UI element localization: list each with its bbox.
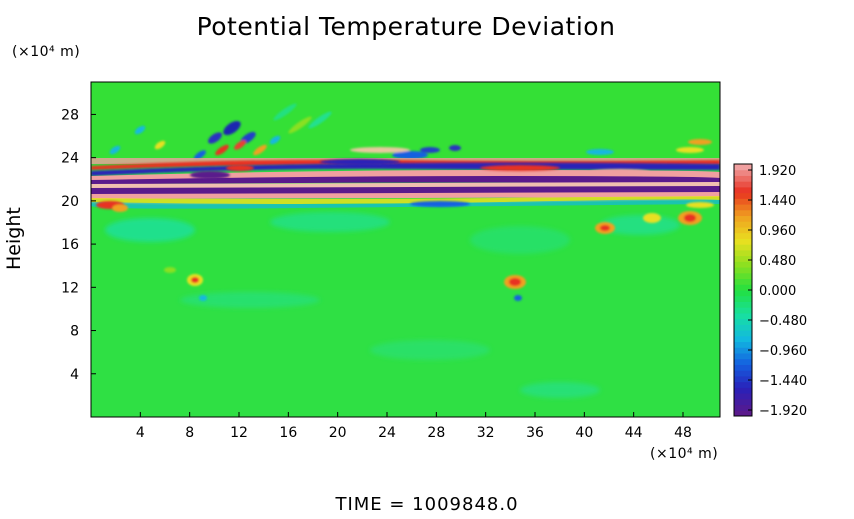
y-tick-label: 12	[61, 280, 79, 296]
colorbar-swatch	[734, 261, 752, 268]
colorbar-label: 1.440	[759, 194, 796, 209]
colorbar-label: 0.480	[759, 254, 796, 269]
colorbar-swatch	[734, 209, 752, 217]
y-tick-label: 8	[70, 324, 79, 340]
colorbar-label: −1.920	[759, 404, 807, 419]
x-tick-label: 36	[526, 425, 544, 441]
colorbar-swatch	[734, 290, 752, 297]
colorbar-swatch	[734, 312, 752, 320]
inversion-band	[91, 158, 720, 209]
y-tick-label: 16	[61, 237, 79, 253]
colorbar-swatch	[734, 370, 752, 377]
y-tick-label: 4	[70, 367, 79, 383]
colorbar-swatch	[734, 387, 752, 394]
x-tick-label: 16	[279, 425, 297, 441]
y-tick-label: 24	[61, 151, 79, 167]
colorbar-swatch	[734, 398, 752, 406]
colorbar-swatch	[734, 267, 752, 274]
colorbar-swatch	[734, 324, 752, 331]
colorbar-swatch	[734, 318, 752, 325]
colorbar-swatch	[734, 249, 752, 257]
warm-blobs-upper	[112, 204, 702, 234]
colorbar-swatch	[734, 284, 752, 291]
colorbar-swatch	[734, 341, 752, 348]
colorbar-label: −0.960	[759, 344, 807, 359]
colorbar-swatch	[734, 404, 752, 411]
x-tick-label: 12	[230, 425, 248, 441]
colorbar-swatch	[734, 204, 752, 211]
colorbar-swatch	[734, 393, 752, 400]
x-tick-label: 40	[575, 425, 593, 441]
colorbar-swatch	[734, 198, 752, 205]
colorbar-label: −1.440	[759, 374, 807, 389]
colorbar-swatch	[734, 181, 752, 188]
chart-title: Potential Temperature Deviation	[196, 12, 616, 41]
y-tick-label: 28	[61, 107, 79, 123]
x-tick-label: 24	[378, 425, 396, 441]
colorbar-label: 0.960	[759, 224, 796, 239]
x-tick-labels: 4 8 12 16 20 24 28 32 36 40 44 48	[136, 412, 692, 441]
x-tick-label: 28	[427, 425, 445, 441]
x-tick-label: 8	[185, 425, 194, 441]
colorbar-swatch	[734, 175, 752, 182]
colorbar-swatch	[734, 244, 752, 251]
upper-wave-stripes	[109, 103, 712, 160]
x-tick-label: 48	[674, 425, 692, 441]
heatmap-field	[91, 82, 720, 417]
colorbar: 1.920 1.440 0.960 0.480 0.000 −0.480 −0.960 −1.…	[733, 163, 807, 419]
colorbar-swatch	[734, 169, 752, 176]
colorbar-swatch	[734, 358, 752, 365]
time-footer: TIME = 1009848.0	[335, 494, 519, 515]
colorbar-label: 0.000	[759, 284, 796, 299]
colorbar-swatch	[734, 295, 752, 302]
colorbar-swatch	[734, 186, 752, 194]
colorbar-swatch	[734, 301, 752, 308]
x-tick-label: 32	[477, 425, 495, 441]
colorbar-swatch	[734, 364, 752, 371]
x-tick-label: 44	[625, 425, 643, 441]
colorbar-swatch	[734, 232, 752, 239]
colorbar-swatch	[734, 278, 752, 285]
x-tick-label: 20	[329, 425, 347, 441]
colorbar-swatch	[734, 353, 752, 360]
x-tick-label: 4	[136, 425, 145, 441]
warm-blobs-lower	[164, 267, 526, 301]
colorbar-swatch	[734, 410, 752, 417]
y-tick-label: 20	[61, 194, 79, 210]
colorbar-swatch	[734, 192, 752, 199]
colorbar-swatch	[734, 255, 752, 262]
colorbar-swatch	[734, 227, 752, 234]
colorbar-swatch	[734, 238, 752, 245]
x-axis-unit: (×10⁴ m)	[650, 446, 719, 462]
colorbar-swatch	[734, 221, 752, 228]
colorbar-swatch	[734, 164, 752, 171]
colorbar-label: 1.920	[759, 164, 796, 179]
y-tick-labels: 4 8 12 16 20 24 28	[61, 107, 96, 383]
colorbar-swatch	[734, 272, 752, 280]
colorbar-swatch	[734, 330, 752, 337]
plot-frame	[90, 81, 721, 418]
colorbar-swatch	[734, 335, 752, 343]
y-axis-unit: (×10⁴ m)	[12, 44, 81, 60]
colorbar-swatch	[734, 215, 752, 222]
colorbar-swatch	[734, 347, 752, 354]
colorbar-swatch	[734, 381, 752, 388]
colorbar-label: −0.480	[759, 314, 807, 329]
colorbar-swatch	[734, 375, 752, 383]
colorbar-swatch	[734, 307, 752, 314]
